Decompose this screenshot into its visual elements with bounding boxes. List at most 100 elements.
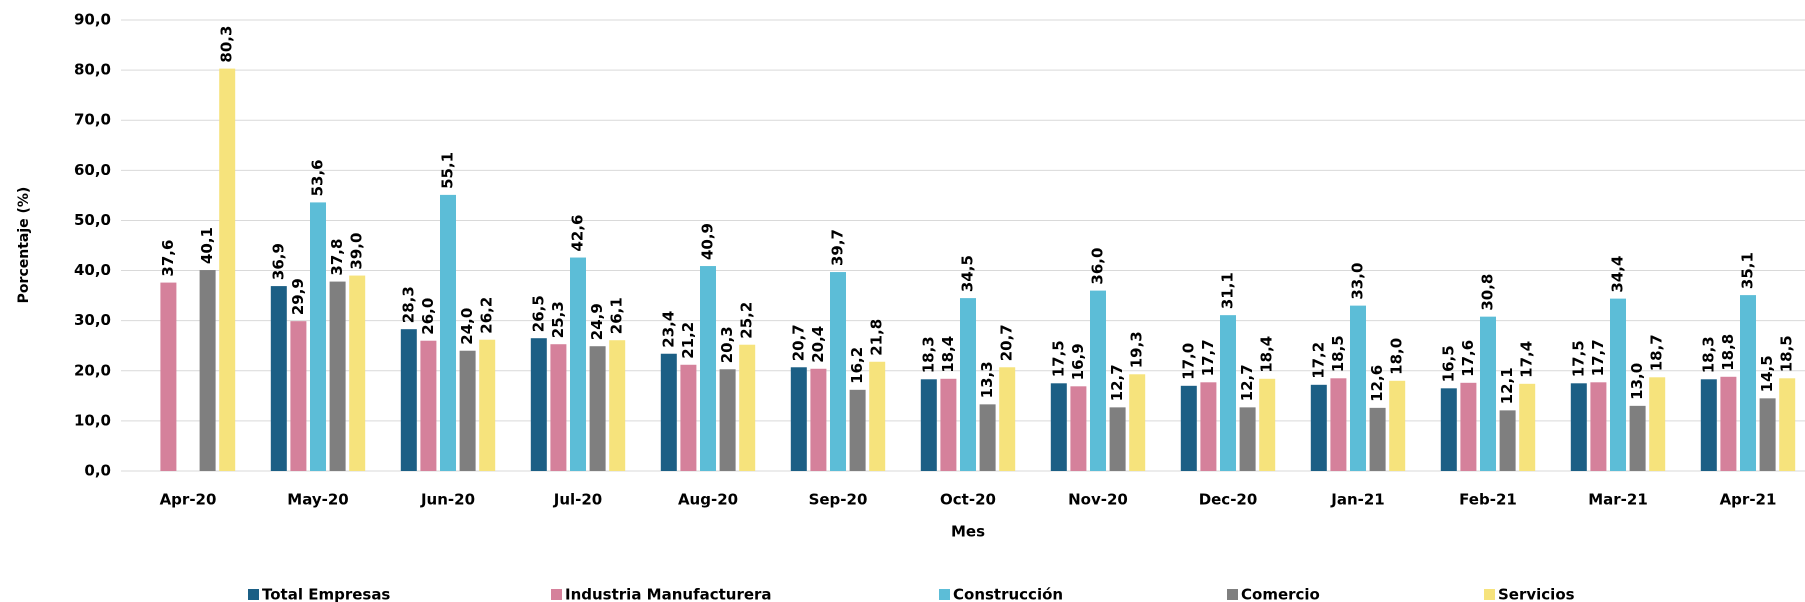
data-label: 25,2 [738, 302, 756, 339]
bar [1330, 378, 1347, 471]
bar [660, 353, 677, 471]
bar [920, 379, 937, 471]
y-tick-label: 80,0 [74, 61, 111, 79]
data-label: 17,7 [1199, 339, 1217, 376]
x-tick-label: Aug-20 [678, 491, 738, 509]
bar [609, 340, 626, 471]
data-label: 36,0 [1089, 248, 1107, 285]
data-label: 17,7 [1589, 339, 1607, 376]
bar [849, 389, 866, 471]
x-tick-label: Apr-21 [1720, 491, 1777, 509]
y-tick-label: 50,0 [74, 211, 111, 229]
bar [830, 272, 846, 471]
y-tick-label: 60,0 [74, 161, 111, 179]
bar [1350, 305, 1366, 471]
bar [739, 344, 756, 471]
bar [940, 378, 957, 471]
bar [1310, 384, 1327, 471]
data-label: 18,4 [939, 336, 957, 373]
y-axis-label: Porcentaje (%) [16, 187, 32, 304]
bar [719, 369, 736, 471]
bar [270, 286, 287, 471]
y-tick-label: 70,0 [74, 111, 111, 129]
data-label: 80,3 [218, 26, 236, 63]
bar [1460, 382, 1477, 471]
bar [420, 340, 437, 471]
x-axis-label: Mes [951, 523, 985, 541]
bar [1200, 382, 1217, 471]
bar [869, 361, 886, 471]
bar [1519, 383, 1536, 471]
bar [1740, 295, 1756, 471]
bar [1440, 388, 1457, 471]
bar [199, 270, 216, 471]
data-label: 17,0 [1179, 343, 1197, 380]
data-label: 34,5 [959, 255, 977, 292]
bar [810, 368, 827, 471]
data-label: 18,5 [1778, 335, 1796, 372]
bar [1590, 382, 1607, 471]
data-label: 13,3 [978, 361, 996, 398]
bar [999, 367, 1016, 471]
bar [1259, 378, 1276, 471]
bar [1389, 380, 1406, 471]
data-label: 28,3 [399, 286, 417, 323]
data-label: 34,4 [1609, 256, 1627, 293]
data-label: 17,4 [1518, 341, 1536, 378]
bar [1220, 315, 1236, 471]
data-label: 35,1 [1739, 252, 1757, 289]
data-label: 12,7 [1238, 364, 1256, 401]
y-tick-label: 20,0 [74, 361, 111, 379]
data-label: 18,5 [1329, 335, 1347, 372]
data-label: 26,0 [419, 298, 437, 335]
legend-label: Total Empresas [262, 586, 390, 602]
legend-label: Construcción [953, 586, 1063, 602]
data-label: 39,7 [829, 229, 847, 266]
legend-swatch [551, 589, 562, 600]
data-label: 24,0 [458, 308, 476, 345]
legend-label: Servicios [1498, 586, 1575, 602]
data-label: 30,8 [1479, 274, 1497, 311]
bar [1050, 383, 1067, 471]
bar [960, 298, 976, 471]
x-tick-label: Apr-20 [160, 491, 217, 509]
bar [310, 202, 326, 471]
data-label: 18,3 [919, 336, 937, 373]
data-label: 20,3 [718, 326, 736, 363]
bar [1779, 378, 1796, 471]
data-label: 40,9 [699, 223, 717, 260]
data-label: 16,2 [848, 347, 866, 384]
data-label: 36,9 [269, 243, 287, 280]
data-label: 13,0 [1628, 363, 1646, 400]
data-label: 26,5 [529, 295, 547, 332]
bar [1720, 376, 1737, 471]
data-label: 21,2 [679, 322, 697, 359]
bar [1480, 316, 1496, 471]
x-tick-label: May-20 [287, 491, 348, 509]
data-label: 20,7 [998, 324, 1016, 361]
data-label: 26,2 [478, 297, 496, 334]
bar [1700, 379, 1717, 471]
y-tick-label: 0,0 [84, 462, 111, 480]
bar [589, 346, 606, 471]
x-tick-label: Sep-20 [809, 491, 868, 509]
data-label: 53,6 [309, 159, 327, 196]
data-label: 18,3 [1699, 336, 1717, 373]
data-label: 18,0 [1388, 338, 1406, 375]
bar [790, 367, 807, 471]
bar [530, 338, 547, 471]
data-label: 14,5 [1758, 355, 1776, 392]
data-label: 31,1 [1219, 272, 1237, 309]
bar [1629, 405, 1646, 471]
bar [479, 339, 496, 471]
x-tick-label: Dec-20 [1199, 491, 1258, 509]
bar [1180, 385, 1197, 471]
data-label: 40,1 [198, 227, 216, 264]
bar [1570, 383, 1587, 471]
bar [1239, 407, 1256, 471]
legend-swatch [248, 589, 259, 600]
legend-label: Comercio [1241, 586, 1320, 602]
y-tick-label: 10,0 [74, 411, 111, 429]
data-label: 42,6 [569, 215, 587, 252]
